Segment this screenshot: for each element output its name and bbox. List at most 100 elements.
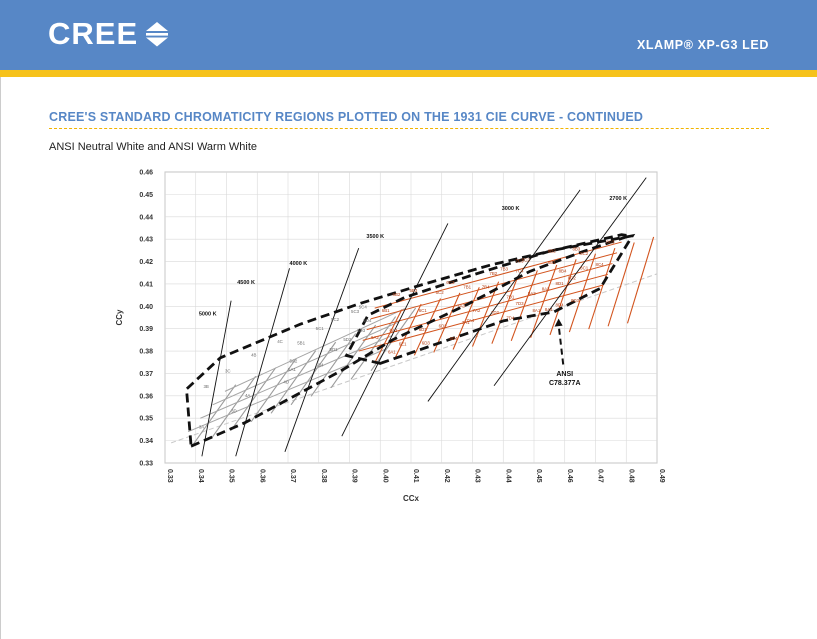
annotation-text: ANSI — [556, 371, 573, 378]
bin-label-warm: 8D4 — [556, 302, 565, 307]
header-band: CREE XLAMP® XP-G3 LED — [0, 0, 817, 70]
bin-label-warm: 7D3 — [516, 301, 525, 306]
x-tick-label: 0.43 — [474, 469, 481, 483]
warm-bin-divider — [358, 284, 604, 352]
y-tick-label: 0.39 — [139, 326, 153, 333]
bin-label-neutral: 5D2 — [343, 337, 352, 342]
bin-label-warm: 7A1 — [462, 320, 470, 325]
bin-label-warm: 8B3 — [572, 246, 580, 251]
bin-label-neutral: 5B4 — [316, 363, 324, 368]
bin-label-neutral: 3B — [203, 384, 208, 389]
x-tick-label: 0.39 — [351, 469, 358, 483]
bin-label-neutral: 5A2 — [290, 358, 298, 363]
bin-label-warm: 7C3 — [516, 259, 525, 264]
bin-label-warm: 7D1 — [506, 294, 515, 299]
bin-label-warm: 6D1 — [419, 327, 428, 332]
bin-label-warm: 7B2 — [489, 271, 497, 276]
bin-label-warm: 6C3 — [446, 280, 455, 285]
bin-label-neutral: 5D4 — [363, 318, 372, 323]
x-tick-label: 0.44 — [504, 469, 511, 483]
bin-label-warm: 6A2 — [371, 335, 379, 340]
y-axis-label: CCy — [115, 309, 124, 326]
bin-label-warm: 8D3 — [571, 298, 580, 303]
bin-label-warm: 8B1 — [548, 260, 556, 265]
warm-bin-divider — [510, 270, 538, 341]
x-tick-label: 0.34 — [197, 469, 204, 483]
y-tick-label: 0.43 — [139, 237, 153, 244]
cct-line — [235, 268, 290, 457]
bin-label-neutral: 3C — [225, 368, 231, 373]
y-tick-label: 0.38 — [139, 349, 153, 356]
bin-label-warm: 6B2 — [393, 292, 401, 297]
bin-label-warm: 7C4 — [516, 269, 525, 274]
bin-label-neutral: 4D — [283, 380, 289, 385]
bin-label-warm: 8C2 — [580, 251, 589, 256]
planckian-locus-line — [170, 273, 658, 444]
bin-label-warm: 8A1 — [532, 308, 540, 313]
warm-bin-divider — [607, 242, 635, 327]
warm-bin-divider — [491, 275, 519, 344]
warm-bin-divider — [413, 298, 442, 356]
bin-label-neutral: 5C1 — [316, 326, 325, 331]
bin-label-warm: 6C2 — [436, 290, 445, 295]
cct-line — [201, 300, 232, 457]
cct-line — [341, 223, 449, 437]
neutral-bin-divider — [230, 367, 277, 431]
bin-label-neutral: 4A — [245, 393, 250, 398]
cct-line — [493, 177, 647, 387]
cct-label: 3000 K — [502, 206, 520, 212]
title-divider — [49, 128, 769, 129]
x-tick-label: 0.47 — [597, 469, 604, 483]
warm-bin-divider — [452, 287, 480, 350]
y-tick-label: 0.42 — [139, 259, 153, 266]
warm-bin-divider — [471, 281, 500, 347]
neutral-bin-divider — [250, 358, 297, 423]
warm-bin-divider — [626, 236, 655, 324]
bin-label-warm: 8C1 — [580, 265, 589, 270]
x-axis-label: CCx — [403, 494, 420, 503]
neutral-white-region-outline — [185, 233, 630, 449]
bin-label-warm: 7D2 — [491, 310, 500, 315]
bin-label-warm: 6E1 — [399, 341, 407, 346]
x-tick-label: 0.35 — [228, 469, 235, 483]
bin-label-warm: 6D3 — [422, 340, 431, 345]
bin-label-warm: 8A3 — [542, 287, 550, 292]
cct-line — [284, 247, 360, 452]
y-tick-label: 0.37 — [139, 371, 153, 378]
warm-bin-divider — [366, 263, 613, 331]
bin-label-warm: 6B1 — [382, 308, 390, 313]
bin-label-neutral: 4B — [251, 353, 256, 358]
bin-label-warm: 8D2 — [568, 275, 577, 280]
y-tick-label: 0.41 — [139, 281, 153, 288]
chart-subtitle: ANSI Neutral White and ANSI Warm White — [49, 141, 258, 153]
cct-label: 4500 K — [237, 280, 255, 286]
x-tick-label: 0.38 — [320, 469, 327, 483]
bin-label-warm: 6A1 — [388, 349, 396, 354]
cree-double-chevron-icon — [146, 22, 169, 47]
x-tick-label: 0.36 — [258, 469, 265, 483]
neutral-bin-divider — [212, 321, 399, 406]
y-tick-label: 0.44 — [139, 214, 153, 221]
bin-label-warm: 6B3 — [409, 288, 417, 293]
bin-label-neutral: 5D3 — [357, 328, 366, 333]
bin-label-neutral: 5C3 — [351, 309, 360, 314]
annotation-text: C78.377A — [549, 380, 581, 387]
bin-label-neutral: 5B1 — [297, 340, 305, 345]
y-tick-label: 0.45 — [139, 192, 153, 199]
bin-label-warm: 6C1 — [419, 308, 428, 313]
x-tick-label: 0.45 — [535, 469, 542, 483]
x-tick-label: 0.42 — [443, 469, 450, 483]
logo-text: CREE — [48, 16, 139, 51]
page-left-rule — [0, 77, 1, 639]
y-tick-label: 0.46 — [139, 170, 153, 177]
cct-label: 2700 K — [609, 196, 627, 202]
y-tick-label: 0.40 — [139, 304, 153, 311]
annotation-arrow-line — [557, 324, 565, 365]
bin-label-neutral: 3A — [199, 424, 204, 429]
product-name: XLAMP® XP-G3 LED — [636, 38, 769, 52]
bin-label-neutral: 5C2 — [331, 317, 340, 322]
cct-label: 3500 K — [366, 234, 384, 240]
neutral-bin-divider — [190, 384, 237, 448]
cct-line — [427, 189, 581, 402]
header-stripe — [0, 70, 817, 77]
